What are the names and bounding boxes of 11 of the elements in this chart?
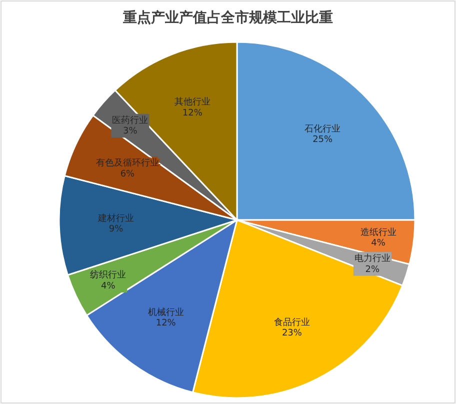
chart-title: 重点产业产值占全市规模工业比重 bbox=[122, 9, 333, 26]
slice-label: 食品行业 23% bbox=[274, 318, 310, 339]
slice-label: 纺织行业 4% bbox=[90, 270, 126, 292]
slice-label: 医药行业 3% bbox=[112, 116, 148, 137]
slice-label: 造纸行业 4% bbox=[360, 228, 396, 249]
slice-label: 其他行业 12% bbox=[174, 97, 210, 118]
slice-label: 电力行业 2% bbox=[354, 254, 390, 275]
slice-label: 有色及循环行业 6% bbox=[96, 158, 159, 180]
slice-label: 机械行业 12% bbox=[148, 308, 184, 329]
slice-label: 石化行业 25% bbox=[304, 124, 341, 146]
slice-label: 建材行业 9% bbox=[98, 214, 134, 235]
